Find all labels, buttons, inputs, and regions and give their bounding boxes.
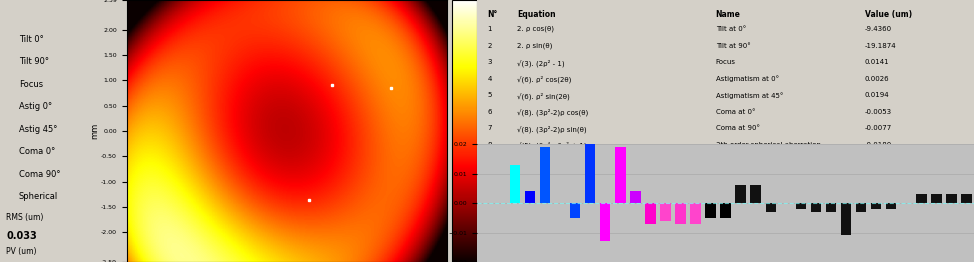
Text: √(5). (6ρ⁴ - 6ρ² + 1): √(5). (6ρ⁴ - 6ρ² + 1) [517, 142, 586, 149]
Bar [810, 203, 821, 212]
Text: 3: 3 [487, 59, 492, 65]
Bar [615, 147, 625, 203]
Y-axis label: mm: mm [91, 123, 99, 139]
Text: 0.0141: 0.0141 [865, 59, 889, 65]
Text: -9.4360: -9.4360 [865, 26, 892, 32]
Text: Astig 45°: Astig 45° [19, 125, 57, 134]
Text: Coma 90°: Coma 90° [19, 170, 60, 178]
Text: Equation: Equation [517, 10, 555, 19]
Bar [540, 147, 550, 203]
Bar [660, 203, 671, 221]
Text: 1: 1 [487, 26, 492, 32]
Bar [961, 194, 972, 203]
Text: Tilt at 0°: Tilt at 0° [716, 26, 746, 32]
Bar [675, 203, 686, 224]
Bar [705, 203, 716, 218]
Bar [826, 203, 837, 212]
Text: 4: 4 [487, 76, 492, 82]
Text: √(3). (2ρ² - 1): √(3). (2ρ² - 1) [517, 59, 565, 67]
Text: N°: N° [487, 10, 498, 19]
Text: 8: 8 [487, 142, 492, 148]
Text: 2. ρ sin(θ): 2. ρ sin(θ) [517, 42, 552, 49]
Bar [721, 203, 730, 218]
Text: 6: 6 [487, 109, 492, 115]
Text: Tilt at 90°: Tilt at 90° [716, 42, 750, 48]
Bar [871, 203, 881, 209]
Bar [630, 191, 641, 203]
Bar [750, 185, 761, 203]
Bar [841, 203, 851, 236]
Bar [886, 203, 896, 209]
Bar [796, 203, 806, 209]
Text: Focus: Focus [716, 59, 735, 65]
Text: Value (um): Value (um) [865, 10, 912, 19]
Text: √(8). (3ρ²-2)ρ cos(θ): √(8). (3ρ²-2)ρ cos(θ) [517, 109, 588, 116]
Text: 0.0026: 0.0026 [865, 76, 889, 82]
Text: Coma at 0°: Coma at 0° [716, 109, 755, 115]
Text: Astigmatism at 0°: Astigmatism at 0° [716, 76, 779, 82]
Bar [570, 203, 581, 218]
Bar [931, 194, 942, 203]
Bar [509, 165, 520, 203]
Text: 0.033: 0.033 [7, 231, 37, 241]
Text: Coma 0°: Coma 0° [19, 147, 56, 156]
Text: 2. ρ cos(θ): 2. ρ cos(θ) [517, 26, 554, 32]
Text: Coma at 90°: Coma at 90° [716, 125, 760, 131]
Text: RMS (um): RMS (um) [7, 213, 44, 222]
Text: -0.0180: -0.0180 [865, 142, 892, 148]
Text: Tilt 0°: Tilt 0° [19, 35, 44, 44]
Text: -0.0077: -0.0077 [865, 125, 892, 131]
Text: Name: Name [716, 10, 740, 19]
Text: 2: 2 [487, 42, 492, 48]
Text: -19.1874: -19.1874 [865, 42, 896, 48]
Bar [645, 203, 656, 224]
Text: 0.0194: 0.0194 [865, 92, 889, 98]
Text: Tilt 90°: Tilt 90° [19, 57, 49, 66]
Bar [917, 194, 926, 203]
Text: Astigmatism at 45°: Astigmatism at 45° [716, 92, 783, 99]
Bar [946, 194, 956, 203]
Bar [525, 191, 536, 203]
Text: Spherical: Spherical [19, 192, 58, 201]
Text: Focus: Focus [19, 80, 43, 89]
Text: -0.0053: -0.0053 [865, 109, 892, 115]
Bar [856, 203, 867, 212]
Text: 7: 7 [487, 125, 492, 131]
Text: PV (um): PV (um) [7, 247, 37, 256]
Text: Astig 0°: Astig 0° [19, 102, 53, 111]
Text: √(8). (3ρ²-2)ρ sin(θ): √(8). (3ρ²-2)ρ sin(θ) [517, 125, 586, 133]
Bar [691, 203, 701, 224]
Text: √(6). ρ² cos(2θ): √(6). ρ² cos(2θ) [517, 76, 572, 83]
Bar [735, 185, 746, 203]
Text: 3th order spherical aberration: 3th order spherical aberration [716, 142, 821, 148]
Bar [600, 203, 611, 241]
Text: √(6). ρ² sin(2θ): √(6). ρ² sin(2θ) [517, 92, 570, 100]
Bar [584, 144, 595, 203]
Bar [766, 203, 776, 212]
Text: 5: 5 [487, 92, 492, 98]
